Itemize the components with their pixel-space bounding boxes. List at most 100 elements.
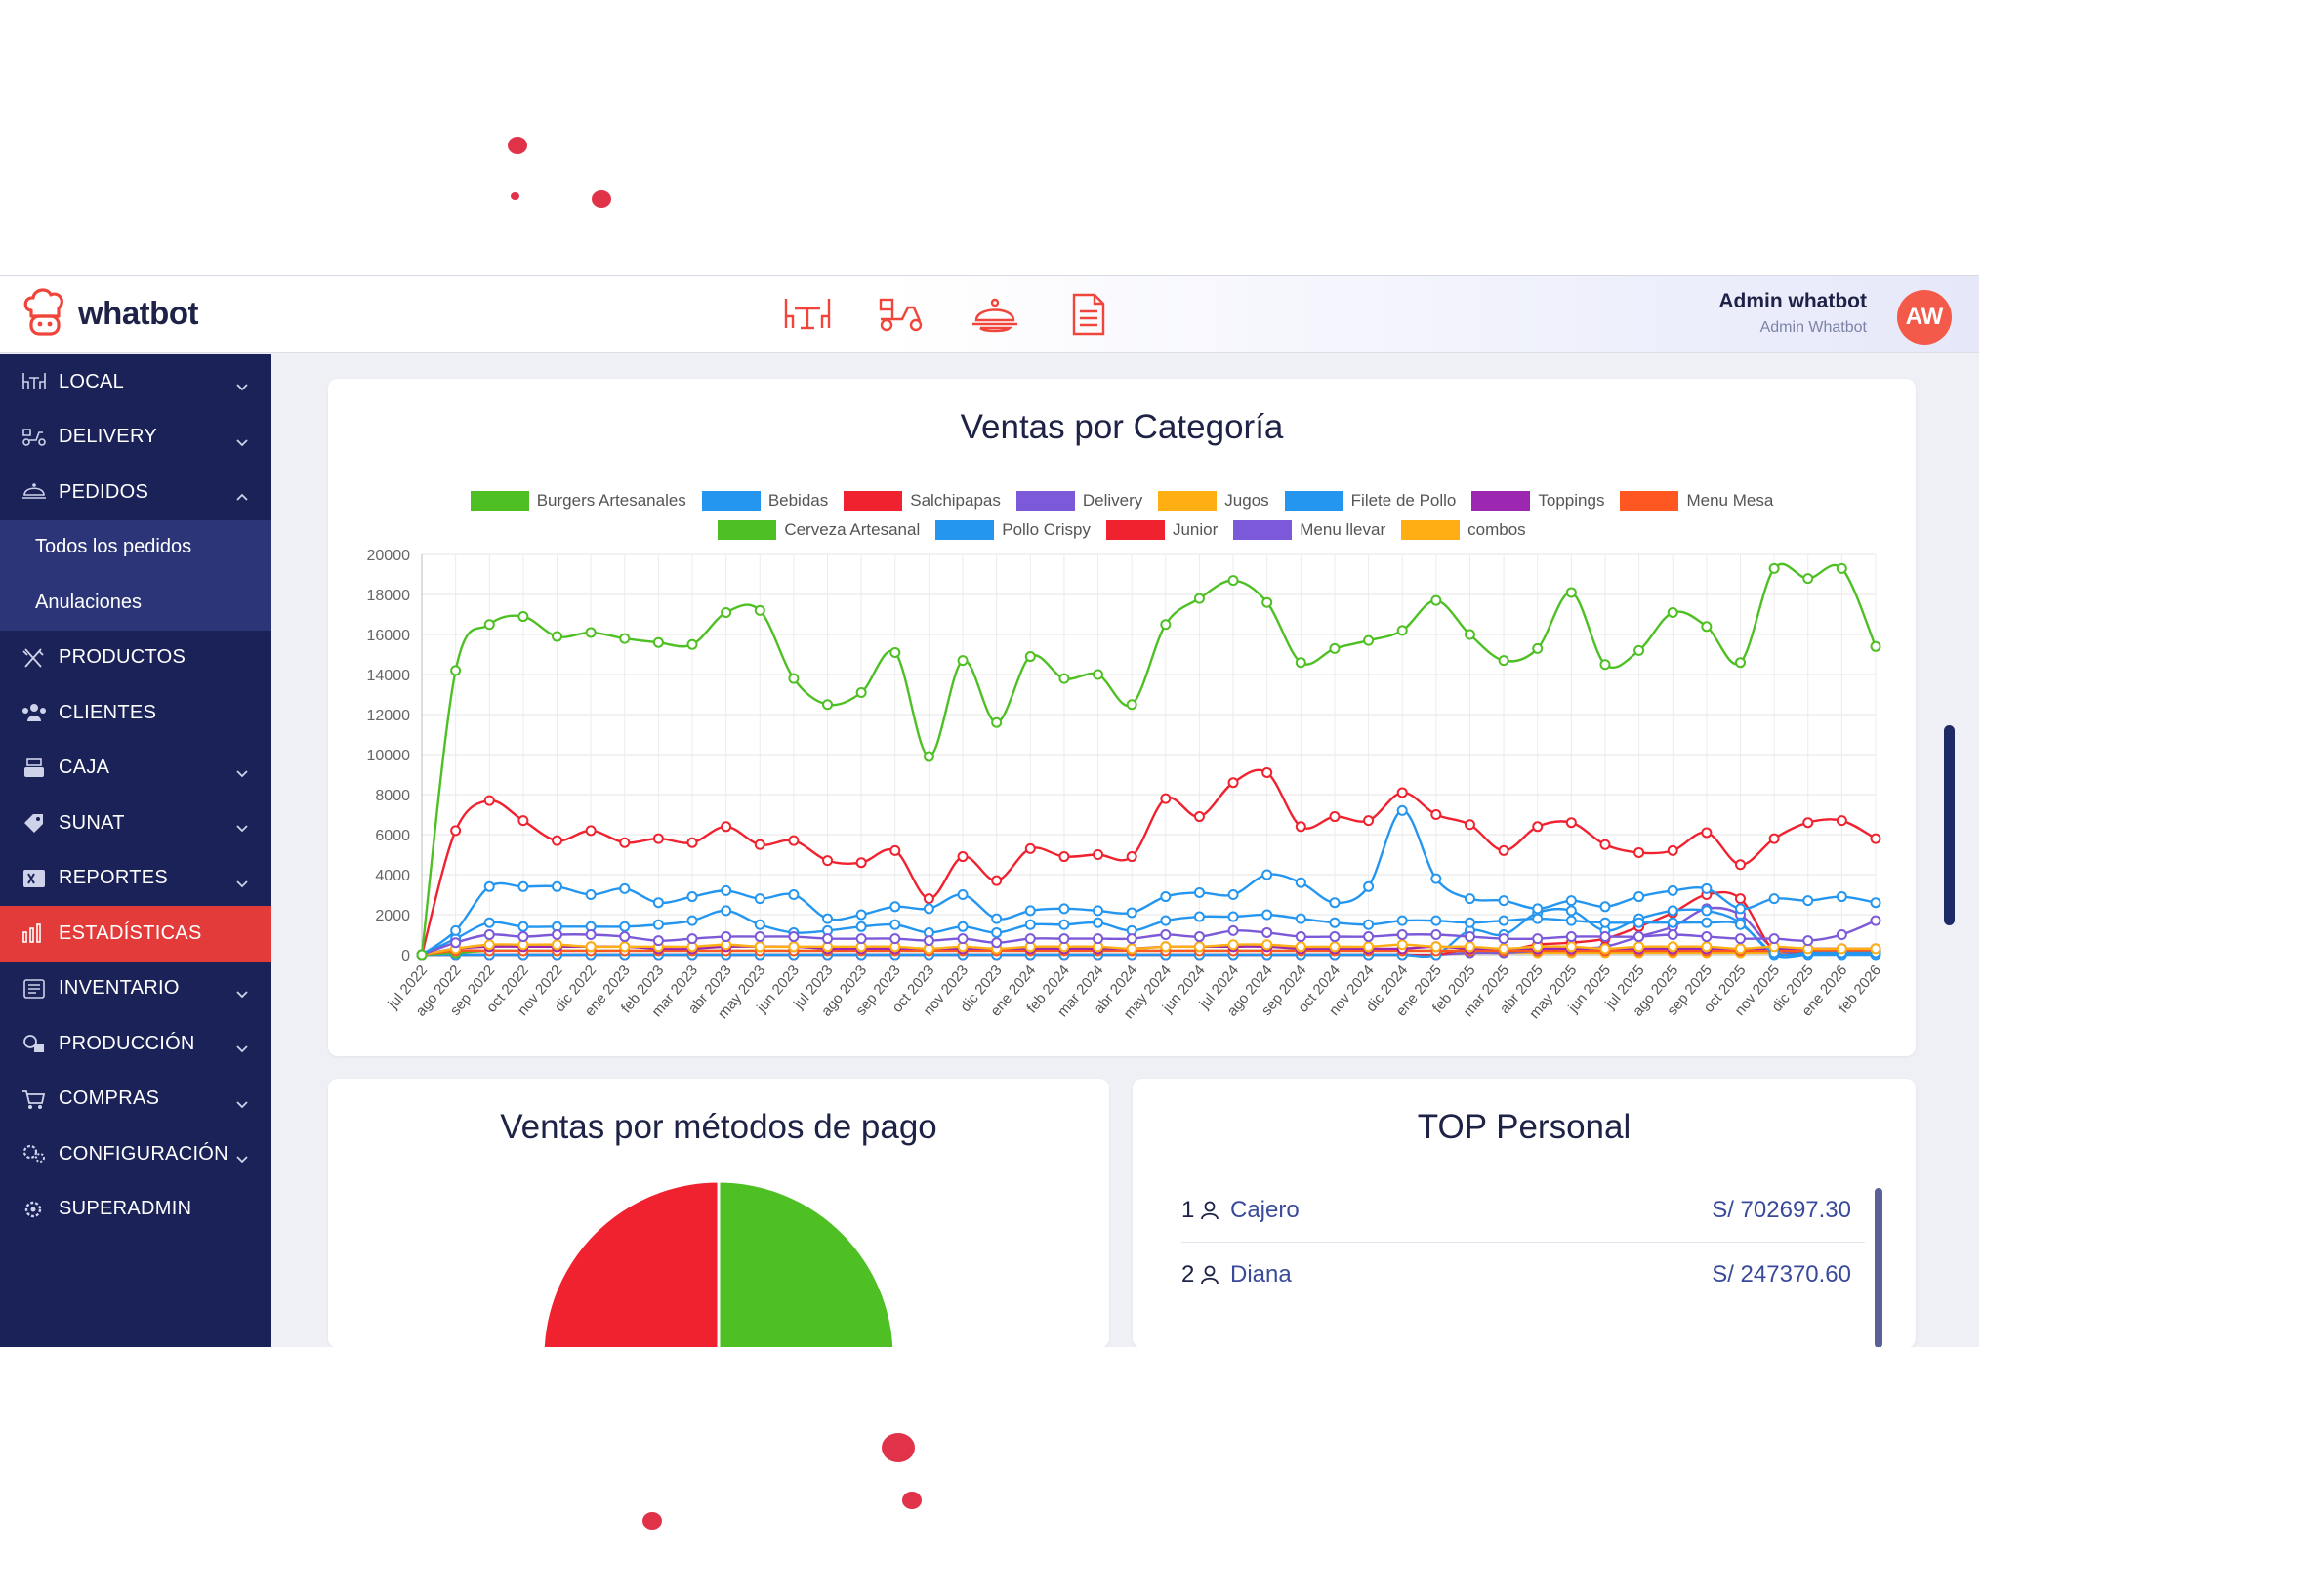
data-point [1058, 949, 1070, 961]
sidebar-subitem-anulaciones[interactable]: Anulaciones [0, 575, 271, 631]
data-point [1295, 949, 1306, 961]
sidebar-item-configuracion[interactable]: CONFIGURACIÓN [0, 1126, 271, 1182]
data-point [1126, 907, 1137, 919]
data-point [450, 825, 462, 837]
data-point [1126, 699, 1137, 711]
data-point [1498, 933, 1509, 945]
data-point [1599, 947, 1611, 959]
legend-label: Burgers Artesanales [536, 491, 686, 510]
data-point [1160, 891, 1172, 903]
sidebar-item-caja[interactable]: CAJA [0, 741, 271, 797]
data-point [1565, 587, 1577, 598]
brand-logo[interactable]: whatbot [21, 287, 198, 340]
legend-item[interactable]: Salchipapas [844, 491, 1001, 511]
legend-item[interactable]: Pollo Crispy [935, 520, 1091, 540]
data-point [1701, 931, 1713, 943]
dining-table-icon[interactable] [781, 290, 834, 339]
data-point [1734, 919, 1746, 930]
sidebar-item-label: SUPERADMIN [59, 1198, 192, 1220]
sidebar-item-productos[interactable]: PRODUCTOS [0, 631, 271, 686]
x-tick-label: ago 2023 [818, 962, 870, 1020]
data-point [1093, 849, 1104, 860]
sidebar-subitem-todos-los-pedidos[interactable]: Todos los pedidos [0, 519, 271, 575]
sidebar-item-reportes[interactable]: REPORTES [0, 851, 271, 907]
legend-item[interactable]: Filete de Pollo [1284, 491, 1456, 511]
dining-table-icon [21, 371, 47, 392]
data-point [1565, 947, 1577, 959]
data-point [1768, 945, 1780, 957]
legend-item[interactable]: Junior [1105, 520, 1218, 540]
data-point [1024, 949, 1036, 961]
data-point [1802, 817, 1814, 829]
data-point [957, 949, 969, 961]
data-point [1093, 949, 1104, 961]
data-point [1093, 943, 1104, 955]
page-scrollbar[interactable] [1944, 725, 1955, 925]
data-point [1633, 947, 1645, 959]
legend-label: Cerveza Artesanal [784, 520, 921, 539]
legend-item[interactable]: Jugos [1158, 491, 1269, 511]
data-point [822, 913, 834, 924]
sidebar-item-delivery[interactable]: DELIVERY [0, 410, 271, 466]
data-point [1024, 949, 1036, 961]
data-point [754, 945, 765, 957]
list-item[interactable]: 2 Diana S/ 247370.60 [1181, 1243, 1865, 1307]
pie-slice[interactable] [541, 1179, 721, 1347]
legend-item[interactable]: Cerveza Artesanal [718, 520, 920, 540]
data-point [416, 949, 428, 961]
data-point [1464, 943, 1475, 955]
legend-item[interactable]: Toppings [1471, 491, 1604, 511]
pie-slice[interactable] [708, 1179, 896, 1347]
excel-icon [21, 868, 47, 889]
x-tick-label: abr 2025 [1497, 962, 1547, 1017]
data-point [889, 941, 901, 953]
sidebar-item-produccion[interactable]: PRODUCCIÓN [0, 1016, 271, 1072]
data-point [923, 943, 934, 955]
legend-item[interactable]: Burgers Artesanales [470, 491, 686, 511]
data-point [1126, 949, 1137, 961]
data-point [855, 686, 867, 698]
x-tick-label: abr 2023 [685, 962, 735, 1017]
sidebar-item-pedidos[interactable]: PEDIDOS [0, 465, 271, 520]
series-line [422, 951, 1876, 957]
sidebar-item-sunat[interactable]: SUNAT [0, 796, 271, 851]
series-line [421, 809, 1877, 956]
data-point [1565, 915, 1577, 926]
list-item[interactable]: 1 Cajero S/ 702697.30 [1181, 1178, 1865, 1243]
data-point [1498, 895, 1509, 907]
legend-label: Jugos [1224, 491, 1269, 510]
serving-cloche-icon[interactable] [969, 290, 1021, 339]
sidebar-item-local[interactable]: LOCAL [0, 354, 271, 410]
sidebar-item-label: ESTADÍSTICAS [59, 921, 202, 944]
sidebar-item-inventario[interactable]: INVENTARIO [0, 962, 271, 1017]
legend-item[interactable]: Menu Mesa [1620, 491, 1773, 511]
legend-item[interactable]: combos [1401, 520, 1526, 540]
data-point [450, 949, 462, 961]
receipt-icon[interactable] [1062, 290, 1115, 339]
sidebar-item-estadisticas[interactable]: ESTADÍSTICAS [0, 906, 271, 962]
legend-item[interactable]: Menu llevar [1233, 520, 1385, 540]
delivery-scooter-icon[interactable] [875, 290, 928, 339]
data-point [923, 893, 934, 905]
data-point [1227, 941, 1239, 953]
data-point [754, 949, 765, 961]
decorative-dot [592, 190, 611, 208]
legend-swatch [1015, 491, 1075, 511]
list-scrollbar[interactable] [1875, 1188, 1882, 1347]
data-point [855, 921, 867, 932]
data-point [1532, 943, 1544, 955]
avatar[interactable]: AW [1897, 290, 1952, 345]
data-point [822, 933, 834, 945]
data-point [1261, 945, 1273, 957]
sidebar-item-clientes[interactable]: CLIENTES [0, 685, 271, 741]
sidebar-item-compras[interactable]: COMPRAS [0, 1072, 271, 1127]
data-point [1836, 945, 1847, 957]
data-point [822, 949, 834, 961]
sidebar-item-superadmin[interactable]: SUPERADMIN [0, 1182, 271, 1238]
data-point [552, 949, 563, 961]
legend-item[interactable]: Bebidas [701, 491, 828, 511]
data-point [1160, 915, 1172, 926]
data-point [1734, 917, 1746, 928]
legend-item[interactable]: Delivery [1015, 491, 1142, 511]
data-point [1734, 909, 1746, 921]
